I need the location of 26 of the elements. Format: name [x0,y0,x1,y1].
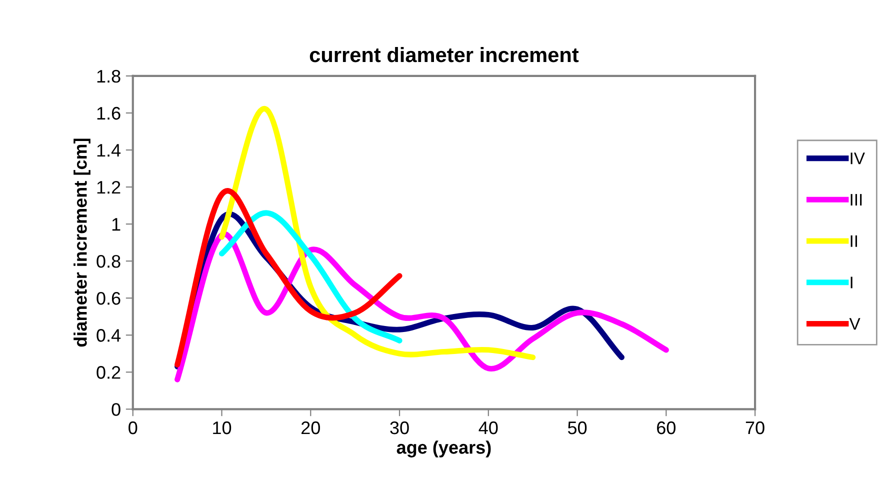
y-tick-label: 1.8 [97,70,120,83]
x-tick-label: 60 [657,421,676,434]
y-tick-label: 1.4 [97,144,121,157]
x-tick-label: 10 [213,421,232,434]
x-tick-label: 30 [390,421,409,434]
y-tick-label: 1.6 [97,106,120,120]
y-tick-label: 0 [112,403,120,416]
x-tick-label: 20 [302,421,320,434]
legend-label: II [850,235,857,247]
chart-title: current diameter increment [310,46,579,62]
x-tick-label: 0 [128,421,138,434]
x-tick-label: 50 [568,421,587,434]
x-tick-label: 70 [746,421,764,434]
legend-label: IV [850,152,865,164]
y-tick-label: 0.2 [96,366,120,379]
x-tick-label: 40 [478,421,498,434]
legend-label: III [850,194,862,206]
legend-label: V [849,318,860,330]
y-tick-label: 0.6 [96,292,120,305]
y-tick-label: 0.4 [96,329,121,342]
y-axis-title: diameter increment [cm] [74,138,90,347]
y-tick-label: 1 [112,218,120,231]
x-axis-title: age (years) [396,440,491,458]
y-tick-label: 0.8 [96,254,120,268]
y-tick-label: 1.2 [97,180,120,194]
legend-label: I [850,276,852,288]
